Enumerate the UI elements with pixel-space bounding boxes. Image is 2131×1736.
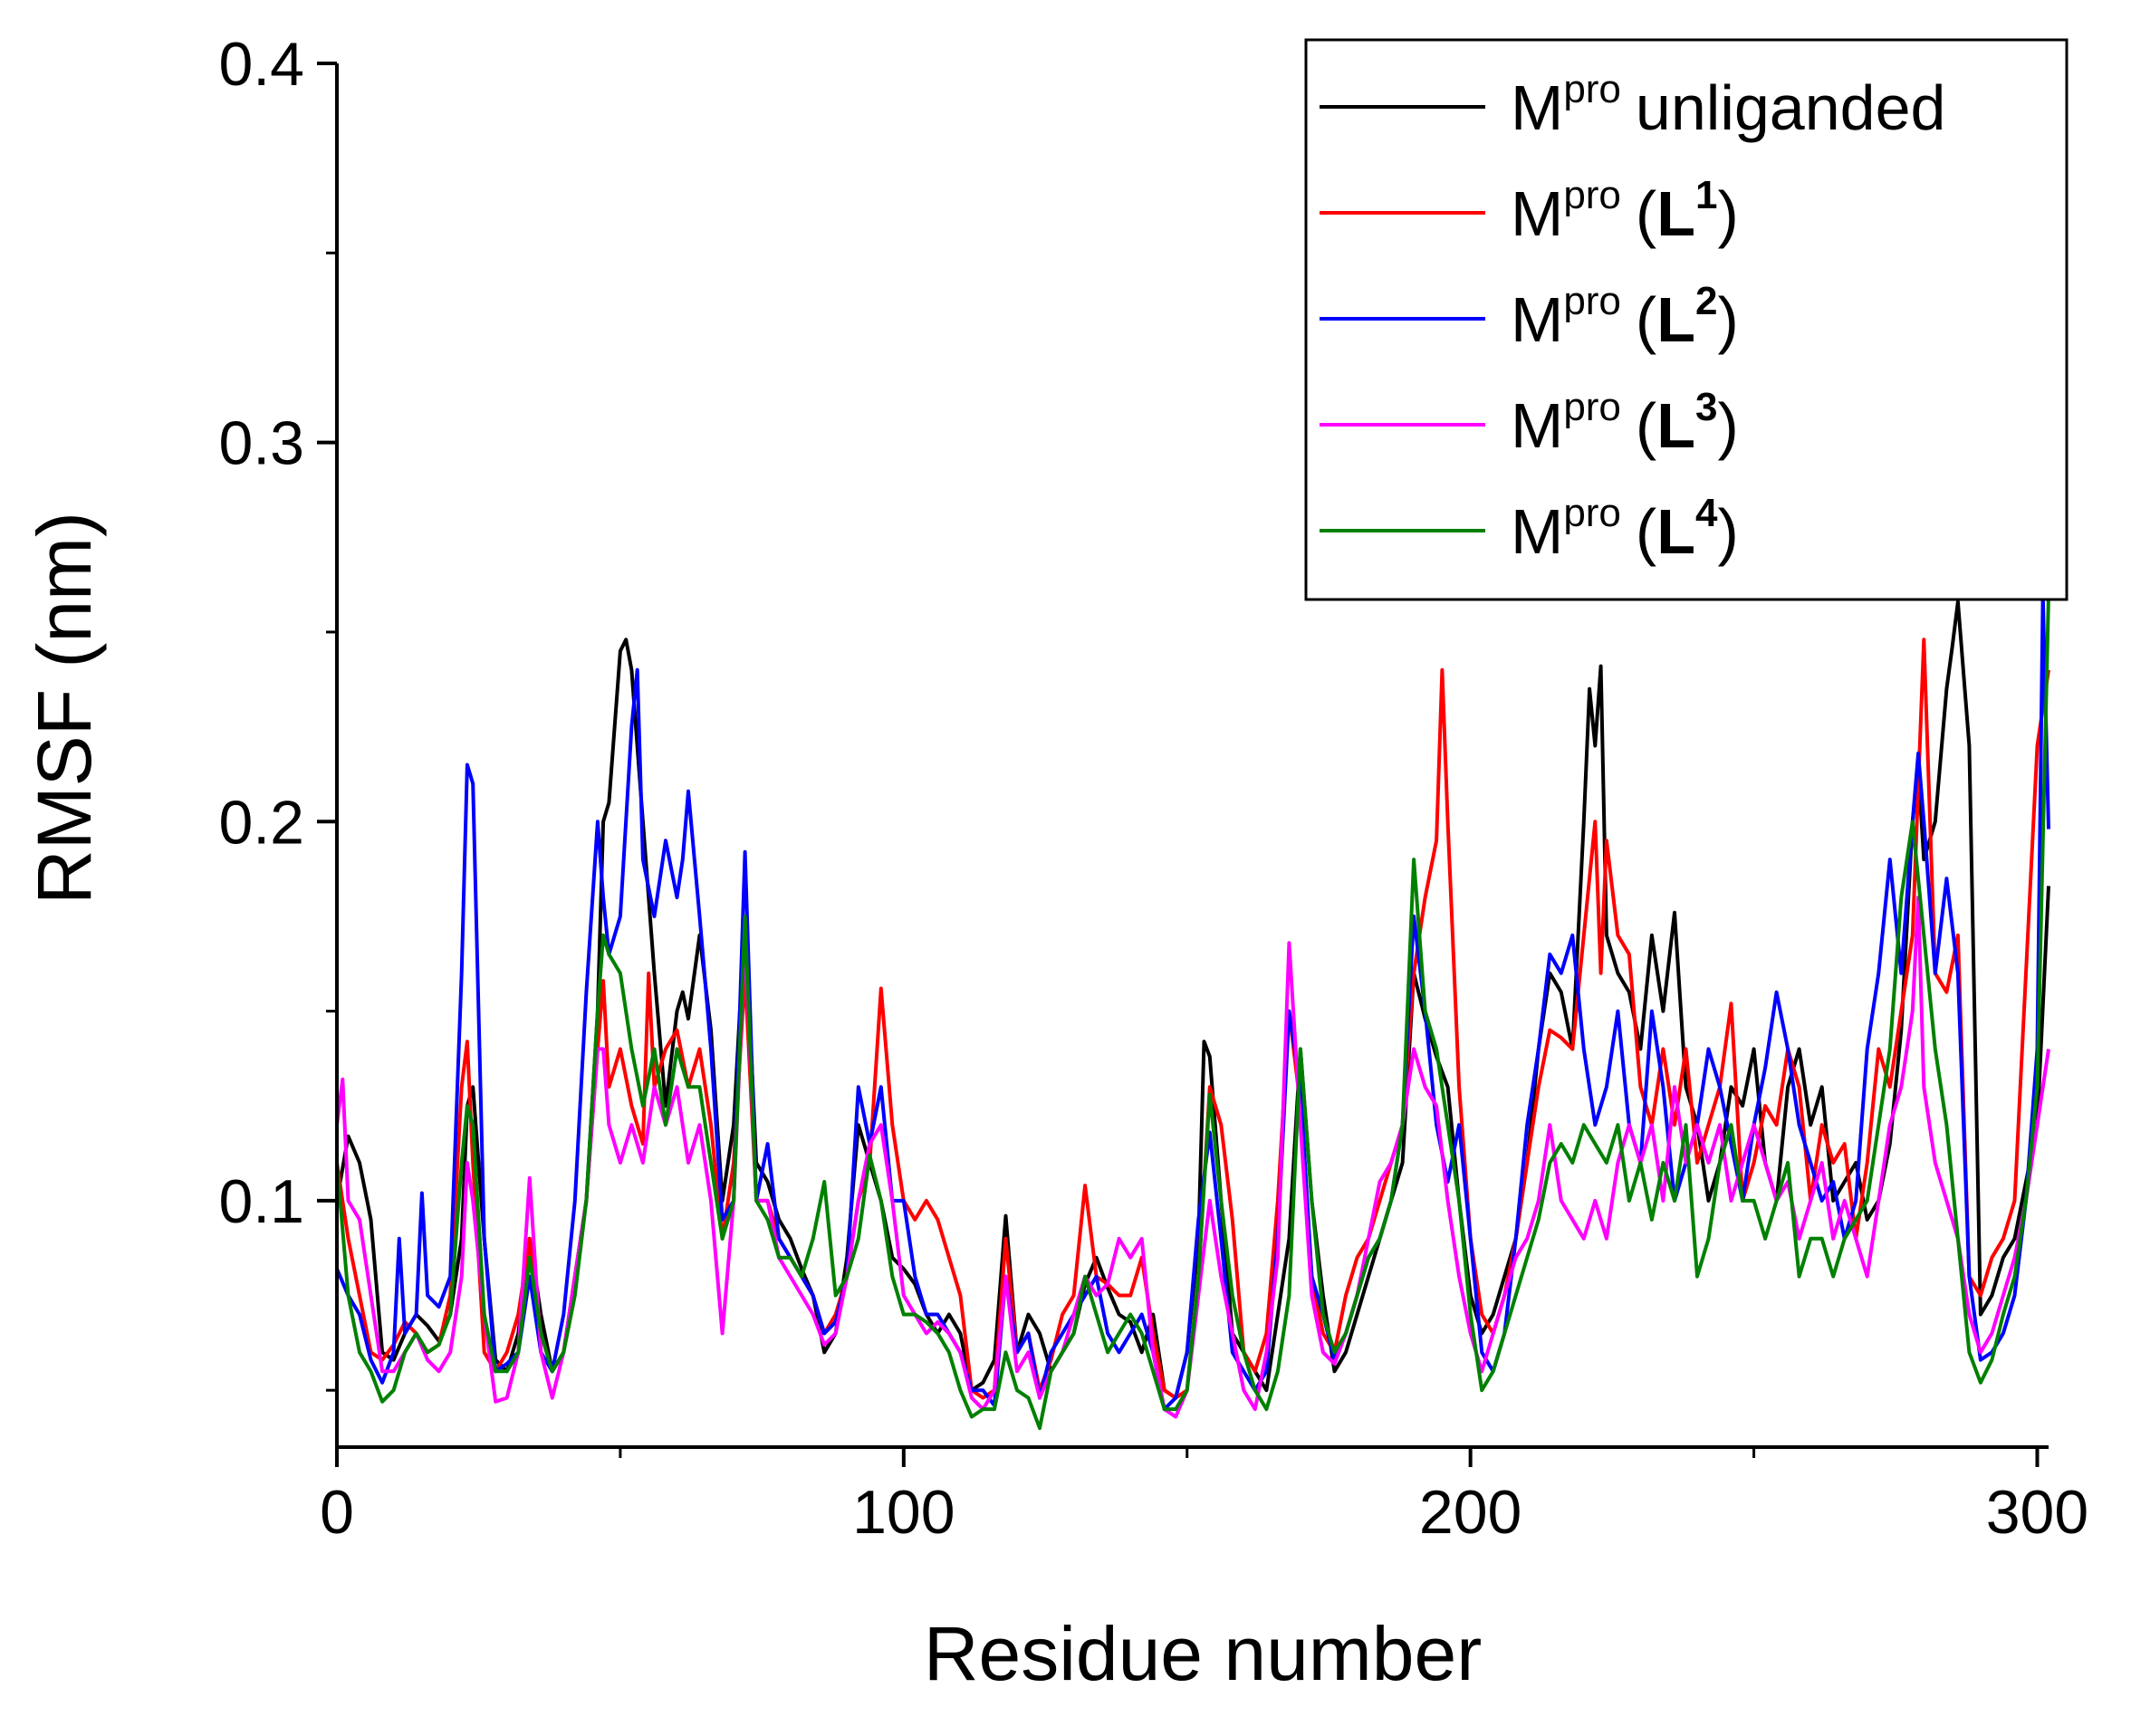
series-line-3 [335,592,2050,1412]
legend-label-1: Mpro unliganded [1511,67,1945,143]
y-tick-label: 0.3 [218,409,304,478]
x-tick-label: 300 [1986,1478,2088,1547]
series-layer [335,592,2050,1431]
legend: Mpro unliganded Mpro (L1) Mpro (L2) Mpro (L3) Mp… [1304,38,2069,601]
series-line-4 [335,896,2050,1419]
legend-label-4: Mpro (L3) [1511,385,1739,461]
y-axis-title: RMSF (nm) [22,512,107,905]
y-tick-label: 0.4 [218,30,304,99]
series-line-5 [335,594,2050,1431]
legend-label-5: Mpro (L4) [1511,491,1739,567]
ticks-layer: 0 100 200 300 0.1 0.2 0.3 0.4 [218,30,2088,1547]
axes-layer [335,63,2049,1449]
x-axis-title: Residue number [924,1611,1482,1696]
x-tick-label: 100 [852,1478,955,1547]
x-tick-label: 0 [320,1478,354,1547]
y-tick-label: 0.1 [218,1167,304,1236]
y-tick-label: 0.2 [218,788,304,857]
legend-label-3: Mpro (L2) [1511,279,1739,355]
legend-label-2: Mpro (L1) [1511,173,1739,249]
x-tick-label: 200 [1419,1478,1521,1547]
